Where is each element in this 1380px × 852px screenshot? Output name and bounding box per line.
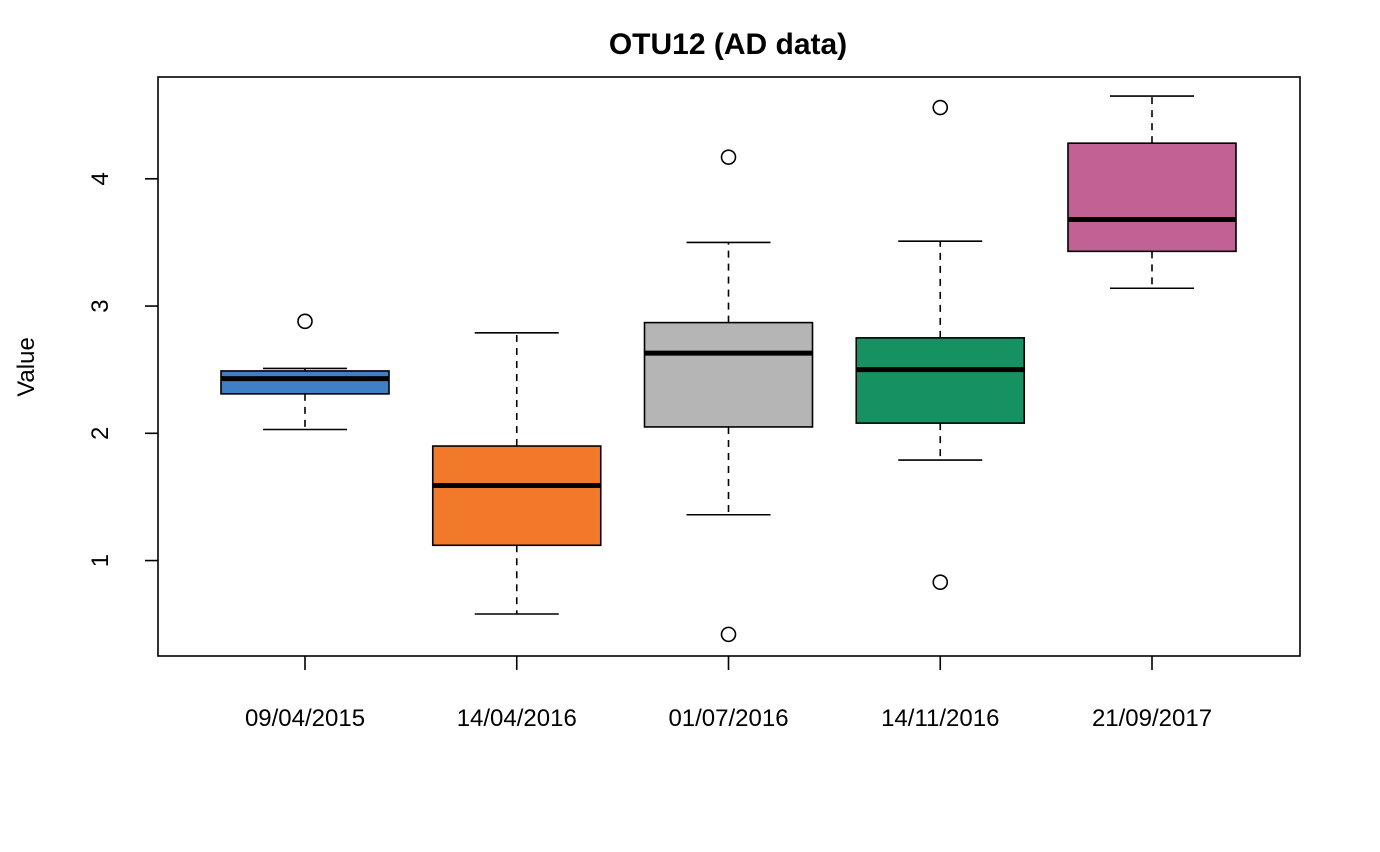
x-axis: 09/04/2015 14/04/2016 01/07/2016 14/11/2016…	[245, 656, 1212, 732]
outlier-point	[932, 99, 949, 116]
x-tick-label: 09/04/2015	[245, 705, 365, 732]
chart-title: OTU12 (AD data)	[609, 28, 847, 61]
x-tick-label: 21/09/2017	[1092, 705, 1212, 732]
box	[855, 337, 1026, 424]
box-group	[431, 331, 602, 615]
box	[1067, 142, 1237, 253]
y-tick-label: 1	[87, 554, 114, 567]
y-axis: 1 2 3 4	[87, 172, 158, 567]
x-tick-label: 14/11/2016	[881, 705, 999, 732]
outlier-point	[932, 574, 949, 590]
y-tick-label: 4	[87, 172, 114, 185]
plot-area: 1 2 3 4 09/04/2015 14/04/2016 01/07/2016 14/11/…	[87, 76, 1301, 732]
x-tick-label: 01/07/2016	[668, 705, 788, 732]
y-axis-label: Value	[13, 337, 40, 397]
box-group	[643, 149, 814, 643]
box-group	[1067, 95, 1237, 290]
box-group	[220, 313, 390, 431]
outlier-point	[720, 626, 737, 643]
y-tick-label: 2	[87, 427, 114, 440]
box	[643, 321, 814, 428]
box-group	[855, 99, 1026, 590]
outlier-point	[297, 313, 313, 330]
box	[220, 370, 390, 395]
x-tick-label: 14/04/2016	[457, 705, 577, 732]
y-tick-label: 3	[87, 299, 114, 312]
box	[431, 445, 602, 547]
outlier-point	[720, 149, 737, 165]
